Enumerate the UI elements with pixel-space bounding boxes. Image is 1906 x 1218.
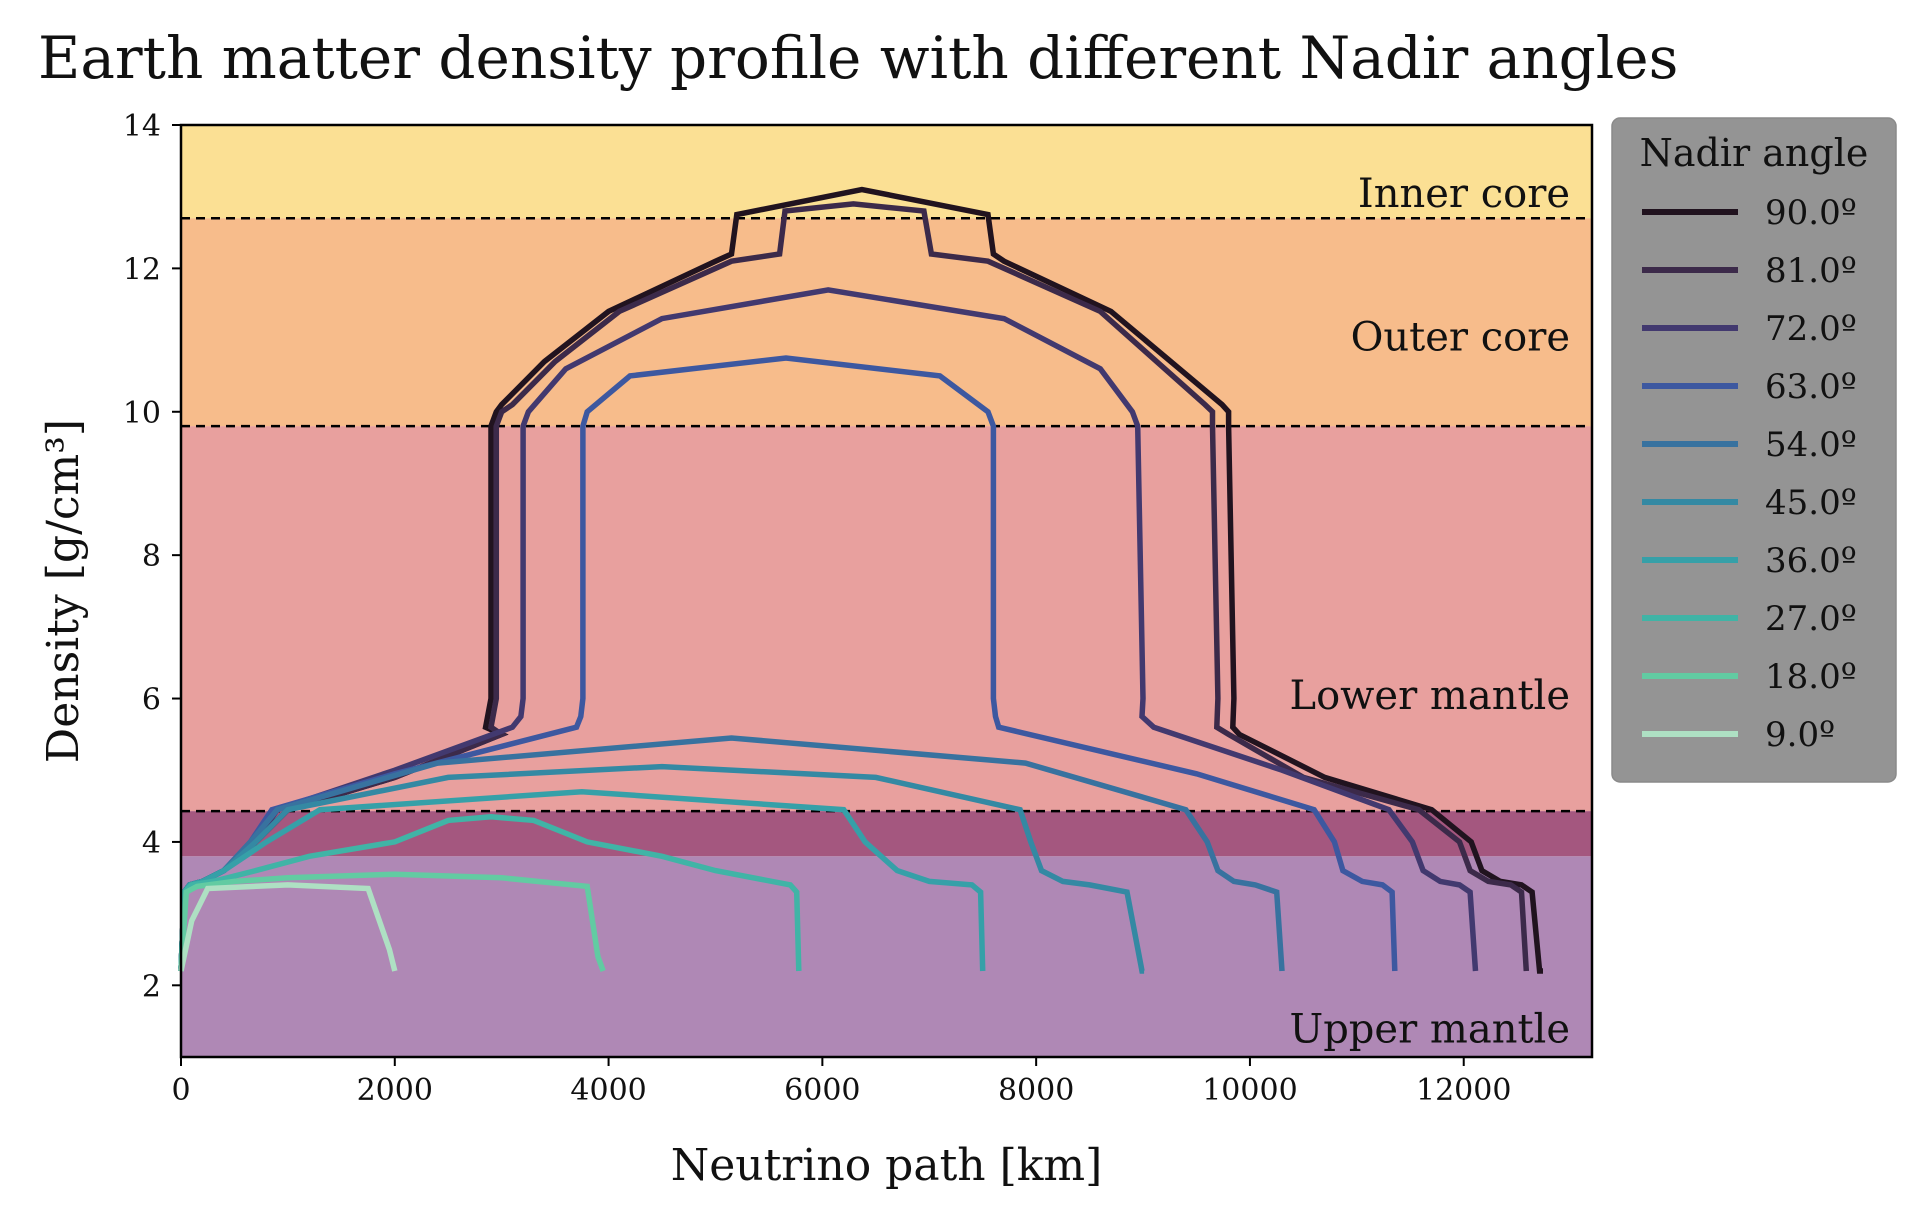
y-axis-ticks: 2 4 6 8 10 12 14 xyxy=(123,109,181,1004)
legend-label-1: 81.0º xyxy=(1765,251,1857,291)
x-tick-label-5: 10000 xyxy=(1202,1073,1297,1108)
y-tick-label-4: 10 xyxy=(123,396,161,431)
x-tick-label-6: 12000 xyxy=(1416,1073,1511,1108)
y-tick-label-1: 4 xyxy=(142,826,161,861)
layer-label-4: Inner core xyxy=(1358,171,1570,217)
y-axis-label: Density [g/cm³] xyxy=(38,419,89,763)
legend-label-9: 9.0º xyxy=(1765,715,1835,755)
layer-label-3: Outer core xyxy=(1351,314,1570,360)
legend-label-5: 45.0º xyxy=(1765,483,1857,523)
legend-label-0: 90.0º xyxy=(1765,193,1857,233)
x-axis-label: Neutrino path [km] xyxy=(671,1140,1103,1191)
plot-frame xyxy=(179,123,1594,1059)
legend-title: Nadir angle xyxy=(1640,131,1869,175)
layer-band-3 xyxy=(181,218,1592,427)
x-tick-label-2: 4000 xyxy=(570,1073,646,1108)
chart-title: Earth matter density profile with differ… xyxy=(38,24,1678,92)
y-tick-label-2: 6 xyxy=(142,683,161,718)
legend-label-4: 54.0º xyxy=(1765,425,1857,465)
series-line-9 xyxy=(178,882,398,972)
legend-label-3: 63.0º xyxy=(1765,367,1857,407)
x-tick-label-1: 2000 xyxy=(357,1073,433,1108)
boundary-lines xyxy=(181,216,1592,813)
series-lines xyxy=(178,186,1543,974)
layer-band-4 xyxy=(181,125,1592,219)
legend-label-2: 72.0º xyxy=(1765,309,1857,349)
legend-label-7: 27.0º xyxy=(1765,599,1857,639)
layer-bands xyxy=(181,125,1592,1057)
x-axis-ticks: 0 2000 4000 6000 8000 10000 12000 xyxy=(171,1057,1511,1108)
x-tick-label-4: 8000 xyxy=(998,1073,1074,1108)
y-tick-label-6: 14 xyxy=(123,109,161,144)
layer-band-1 xyxy=(181,811,1592,857)
layer-label-2: Lower mantle xyxy=(1290,673,1570,719)
legend-label-6: 36.0º xyxy=(1765,541,1857,581)
y-tick-label-3: 8 xyxy=(142,539,161,574)
layer-labels: Upper mantle Lower mantle Outer core Inner … xyxy=(1289,171,1570,1052)
legend-label-8: 18.0º xyxy=(1765,657,1857,697)
legend: Nadir angle 90.0º 81.0º 72.0º 63.0º 54.0º 45.… xyxy=(1611,117,1897,783)
layer-label-0: Upper mantle xyxy=(1289,1006,1570,1052)
y-tick-label-0: 2 xyxy=(142,969,161,1004)
x-tick-label-3: 6000 xyxy=(784,1073,860,1108)
layer-band-2 xyxy=(181,426,1592,812)
x-tick-label-0: 0 xyxy=(171,1073,190,1108)
y-tick-label-5: 12 xyxy=(123,252,161,287)
series-line-8 xyxy=(178,871,606,972)
layer-band-0 xyxy=(181,856,1592,1057)
